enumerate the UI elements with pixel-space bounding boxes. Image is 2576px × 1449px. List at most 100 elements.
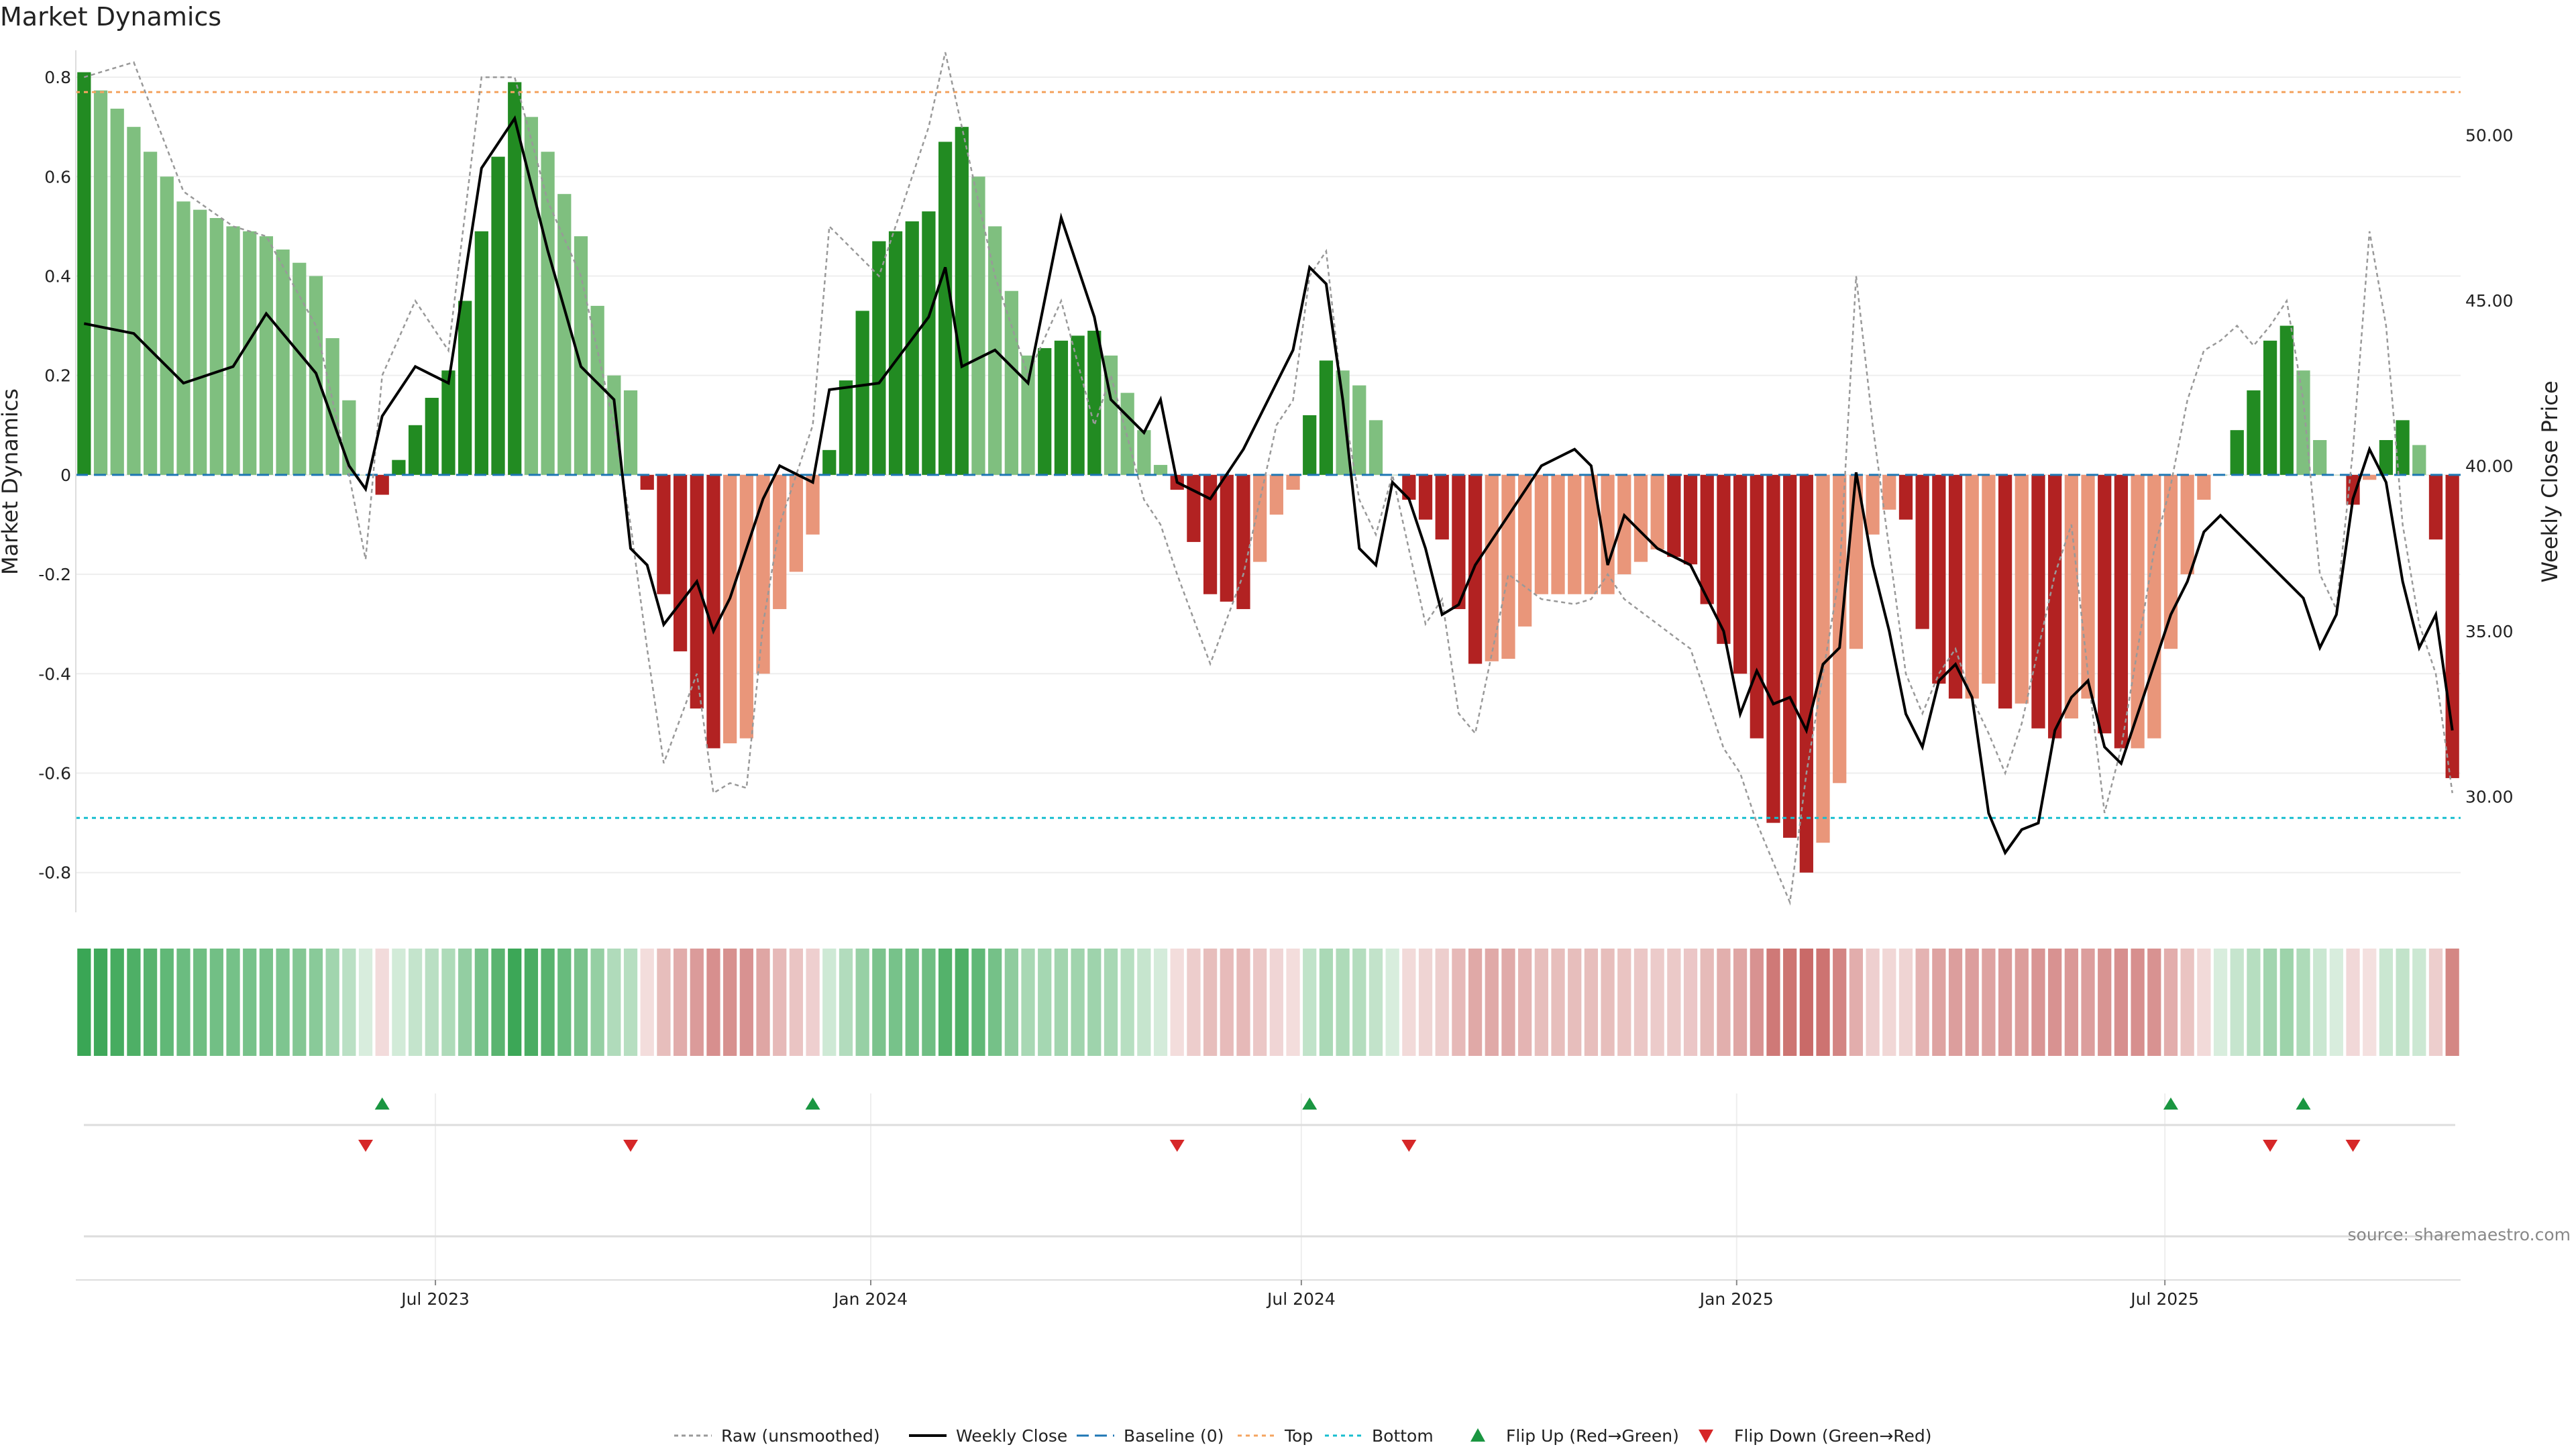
heat-cell [309,949,323,1056]
flip-up-marker [2296,1097,2311,1110]
x-tick-label: Jul 2024 [1266,1289,1336,1309]
heat-cell [110,949,124,1056]
heat-cell [276,949,290,1056]
heat-cell [1170,949,1184,1056]
heat-cell [955,949,969,1056]
flip-down-marker [1169,1140,1185,1152]
bar [1733,474,1748,674]
heat-cell [491,949,505,1056]
heat-cell [2147,949,2161,1056]
bar [2428,474,2443,540]
bar [2015,474,2029,704]
bar [1054,340,1069,475]
bar [1269,474,1283,515]
bar [839,380,853,475]
heat-cell [1568,949,1582,1056]
legend-label: Flip Down (Green→Red) [1734,1426,1932,1446]
flip-down-marker [358,1140,374,1152]
heat-cell [1998,949,2012,1056]
heat-cell [988,949,1002,1056]
bar [938,142,953,475]
flip-down-marker [1401,1140,1417,1152]
heat-cell [1750,949,1764,1056]
heat-cell [524,949,539,1056]
heat-cell [1866,949,1880,1056]
heat-cell [2428,949,2443,1056]
bar [1087,330,1102,475]
bar [1286,474,1300,490]
bar [1153,465,1168,475]
bar [756,474,770,674]
bar [739,474,753,739]
bar [1915,474,1929,629]
heat-cell [1534,949,1548,1056]
heat-cell [1137,949,1151,1056]
y2-axis-label: Weekly Close Price [2537,380,2563,582]
bar [2313,440,2327,475]
heat-cell [1104,949,1118,1056]
bar [2031,474,2045,729]
bar [1120,392,1134,475]
bar [1352,385,1366,475]
heat-cell [1402,949,1416,1056]
bar [508,82,522,475]
heat-cell [971,949,985,1056]
bar [1667,474,1681,557]
bar [888,231,903,475]
bar [375,474,389,495]
heat-cell [2131,949,2145,1056]
bar [1932,474,1946,684]
heat-cell [1187,949,1201,1056]
heat-cell [209,949,223,1056]
bar [1303,415,1317,475]
heat-cell [2379,949,2394,1056]
bar [292,262,307,475]
heat-cell [2363,949,2377,1056]
bar [325,338,339,475]
heat-cell [690,949,704,1056]
bar [922,211,936,475]
heat-cell [557,949,572,1056]
legend-label: Weekly Close [956,1426,1067,1446]
heat-cell [789,949,804,1056]
bar [1021,356,1035,475]
bar [1551,474,1565,594]
bar [425,398,439,475]
heat-cell [1915,949,1929,1056]
bar [2363,474,2377,480]
heat-cell [2230,949,2244,1056]
heat-cell [1303,949,1317,1056]
x-tick-label: Jan 2025 [1699,1289,1774,1309]
heat-cell [2279,949,2294,1056]
legend-label: Bottom [1372,1426,1434,1446]
heat-cell [1368,949,1383,1056]
heat-cell [2213,949,2228,1056]
heat-cell [1783,949,1797,1056]
bar [1633,474,1648,562]
heat-cell [541,949,555,1056]
y-axis-label: Market Dynamics [0,388,23,575]
heat-cell [1965,949,1979,1056]
heat-cell [1833,949,1847,1056]
heat-cell [2015,949,2029,1056]
heat-cell [1932,949,1946,1056]
bar [458,301,472,475]
bar [2329,474,2343,476]
flip-up-marker [1302,1097,1318,1110]
heat-cell [657,949,671,1056]
x-tick-label: Jan 2024 [833,1289,908,1309]
heat-cell [474,949,488,1056]
y-tick-label: 0.8 [44,68,71,87]
bar [1137,430,1151,475]
y2-tick-label: 50.00 [2465,125,2514,145]
heat-cell [1982,949,1996,1056]
bar [1948,474,1963,699]
y-tick-label: -0.2 [38,565,71,584]
bar [1866,474,1880,535]
heat-cell [922,949,936,1056]
bar [1253,474,1267,562]
bar [1617,474,1631,575]
heat-cell [143,949,158,1056]
heat-cell [2396,949,2410,1056]
heat-cell [1551,949,1565,1056]
